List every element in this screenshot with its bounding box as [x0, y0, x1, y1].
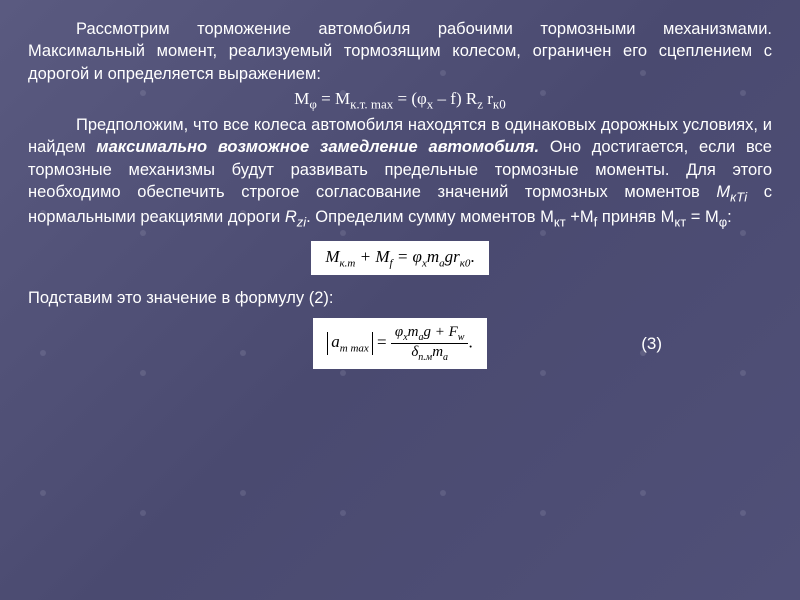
p2-d: . Определим сумму моментов M [306, 208, 554, 226]
p2-g: = M [686, 208, 719, 226]
p2-mk-sub: кт [554, 214, 566, 229]
fb2-g: g + F [424, 324, 458, 340]
p2-ri-sub: zi [297, 214, 306, 229]
p2-mi-sub: кТi [730, 189, 747, 204]
f1-mid-sub: к.т. max [350, 96, 393, 111]
fb2-phi: φ [395, 324, 403, 340]
fb1-dot: . [470, 247, 474, 266]
fb2-nm: m [408, 324, 419, 340]
fb2-dmsub: a [443, 352, 448, 363]
equation-number: (3) [641, 334, 662, 354]
f1-rk-sub: к0 [493, 96, 506, 111]
paragraph-main: Предположим, что все колеса автомобиля н… [28, 114, 772, 230]
fb1-m2: m [427, 247, 439, 266]
p2-f: приняв M [597, 208, 674, 226]
fb2-deltasub: п.м [418, 352, 432, 363]
f1-lhs: M [294, 89, 309, 108]
f1-space-r: r [483, 89, 493, 108]
f1-eq2: = (φ [393, 89, 427, 108]
p2-mk2-sub: кт [674, 214, 686, 229]
subst-text: Подставим это значение в формулу (2): [28, 289, 772, 308]
fb2-den: δп.мma [391, 344, 469, 363]
f1-lhs-sub: φ [309, 96, 317, 111]
p2-mphi-sub: φ [719, 214, 727, 229]
f1-dash: – f) R [433, 89, 477, 108]
formula-box-1: Mк.т + Mf = φxmagrк0. [311, 241, 488, 275]
fb1-eq: = φ [393, 247, 422, 266]
fb1-g: gr [445, 247, 460, 266]
fb1-sub5: к0 [460, 257, 471, 269]
fb2-a: a [331, 332, 340, 351]
fb2-abs: aт max [327, 332, 373, 354]
fb1-m: M [325, 247, 339, 266]
formula-box-2-wrap: aт max = φxmag + Fw δп.мma . (3) [28, 318, 772, 369]
formula-box-1-wrap: Mк.т + Mf = φxmagrк0. [28, 241, 772, 275]
fb2-asub: т max [340, 343, 369, 355]
fb1-sub1: к.т [340, 257, 356, 269]
formula-inline-1: Mφ = Mк.т. max = (φx – f) Rz rк0 [28, 89, 772, 112]
fb2-dm: m [432, 344, 443, 360]
fb2-frac: φxmag + Fw δп.мma [391, 324, 469, 363]
p2-em: максимально возможное замедление автомоб… [96, 138, 539, 156]
fb2-eq: = [373, 332, 391, 351]
paragraph-intro: Рассмотрим торможение автомобиля рабочим… [28, 18, 772, 85]
slide-content: Рассмотрим торможение автомобиля рабочим… [0, 0, 800, 389]
formula-box-2: aт max = φxmag + Fw δп.мma . [313, 318, 486, 369]
p2-ri: R [285, 208, 297, 226]
fb2-num: φxmag + Fw [391, 324, 469, 344]
fb2-fsub: w [458, 332, 465, 343]
p2-h: : [727, 208, 732, 226]
fb1-plus: + M [355, 247, 389, 266]
fb2-dot: . [468, 332, 472, 351]
f1-eq1: = M [317, 89, 350, 108]
p2-e: +M [566, 208, 594, 226]
p2-mi: M [716, 183, 730, 201]
